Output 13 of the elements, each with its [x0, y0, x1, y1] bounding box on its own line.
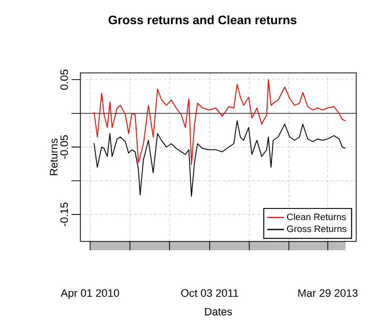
x-axis-title: Dates	[205, 308, 232, 316]
chart-title: Gross returns and Clean returns	[108, 15, 296, 24]
y-axis-title: Returns	[50, 138, 58, 176]
x-tick-label: Oct 03 2011	[181, 289, 238, 297]
legend-label: Clean Returns	[287, 213, 346, 220]
line-series	[94, 120, 346, 197]
legend-label: Gross Returns	[287, 225, 346, 232]
x-tick-label: Apr 01 2010	[60, 289, 120, 299]
y-tick-label: -0.05	[60, 135, 68, 159]
line-series	[94, 79, 346, 165]
x-tick-label: Mar 29 2013	[298, 289, 358, 297]
y-tick-label: 0.05	[60, 70, 68, 90]
y-tick-label: -0.15	[60, 202, 68, 226]
